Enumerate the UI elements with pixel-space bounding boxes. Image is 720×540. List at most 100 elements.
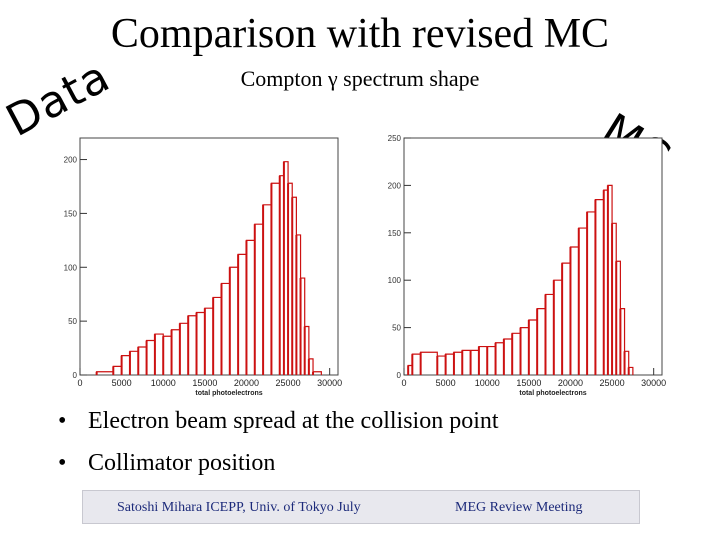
x-tick-label: 20000 [558,378,583,388]
histogram-bin [619,308,622,375]
bullet-icon: • [58,449,67,476]
histogram-bin [278,175,281,375]
histogram-bin [287,183,290,375]
bullet-list: • Electron beam spread at the collision … [58,400,499,484]
histogram-bin [536,308,539,375]
histogram-bin [623,351,626,375]
y-tick-label: 250 [388,134,402,143]
mc-histogram: 0 50 100 150 200 250 0 5000 10000 15000 20000 25000… [388,134,667,397]
histogram-bin [452,352,455,375]
histogram-bin [212,297,215,375]
x-tick-label: 5000 [436,378,456,388]
x-tick-label: 15000 [192,378,217,388]
histogram-bin [228,267,231,375]
y-tick-label: 50 [392,324,401,333]
histogram-bin [606,185,609,375]
histogram-bin [419,352,422,375]
slide-subtitle: Compton γ spectrum shape [240,66,480,91]
histogram-bin [486,346,489,375]
histogram-bin [461,350,464,375]
histogram-bin [237,254,240,375]
y-tick-label: 0 [73,371,78,380]
histogram-bin [602,190,605,375]
x-tick-label: 5000 [112,378,132,388]
footer: Satoshi Mihara ICEPP, Univ. of Tokyo Jul… [82,490,640,524]
y-tick-label: 150 [388,229,402,238]
histogram-bin [299,278,302,375]
histogram-bin [162,336,165,375]
histogram-bin [611,223,614,375]
bullet-icon: • [58,407,67,434]
histogram-bin [477,346,480,375]
histogram-bin [270,183,273,375]
x-tick-label: 30000 [317,378,342,388]
y-tick-label: 100 [64,263,78,272]
histogram-bin [627,367,630,375]
histogram-bin [469,350,472,375]
histogram-bin [444,354,447,375]
histogram-bin [527,320,530,375]
x-tick-label: 20000 [234,378,259,388]
bullet-text: Collimator position [88,449,276,476]
y-tick-label: 0 [397,371,402,380]
histogram-bin [586,211,589,375]
histogram-bin [436,356,439,375]
x-tick-label: 25000 [600,378,625,388]
footer-meeting: MEG Review Meeting [455,500,583,515]
histogram-bin [253,224,256,375]
histogram-bin [577,228,580,375]
histogram-bin [544,294,547,375]
x-tick-label: 10000 [151,378,176,388]
x-tick-label: 30000 [641,378,666,388]
plot-frame [403,137,663,376]
x-tick-label: 0 [77,378,82,388]
histogram-bin [187,315,190,375]
histogram-bin [145,340,148,375]
x-tick-label: 25000 [276,378,301,388]
histogram-bin [291,197,294,375]
histogram-bin [312,371,315,375]
x-axis-label: total photoelectrons [195,390,262,397]
histogram-bin [569,247,572,375]
x-axis-label: total photoelectrons [519,390,586,397]
x-tick-label: 15000 [516,378,541,388]
y-tick-label: 50 [68,317,77,326]
y-tick-label: 150 [64,209,78,218]
histogram-bin [552,280,555,375]
histogram-bin [203,308,206,375]
x-tick-label: 10000 [475,378,500,388]
histogram-bin [594,199,597,375]
histogram-bin [502,338,505,375]
histogram-bin [561,263,564,375]
histogram-outline [407,184,634,375]
histogram-bin [511,333,514,375]
histogram-bin [307,358,310,375]
histogram-bin [519,327,522,375]
y-tick-label: 100 [388,276,402,285]
histogram-bin [128,351,131,375]
histogram-bin [137,346,140,375]
y-tick-label: 200 [388,181,402,190]
plot-frame [79,137,339,376]
histogram-bin [245,240,248,375]
histogram-bin [220,283,223,375]
bullet-item: • Electron beam spread at the collision … [58,400,499,442]
histogram-bin [262,204,265,375]
histogram-bin [153,334,156,375]
histogram-outline [96,161,322,375]
x-tick-label: 0 [401,378,406,388]
slide-title: Comparison with revised MC [110,11,610,57]
histogram-bin [282,161,285,375]
data-histogram: 0 50 100 150 200 0 5000 10000 15000 20000 25000 300… [64,137,342,397]
histogram-bin [195,312,198,375]
bullet-text: Electron beam spread at the collision po… [88,407,499,434]
histogram-bin [170,329,173,375]
histogram-bin [178,323,181,375]
bullet-item: • Collimator position [58,442,499,484]
histogram-bin [494,342,497,375]
histogram-bin [295,234,298,375]
footer-author: Satoshi Mihara ICEPP, Univ. of Tokyo Jul… [117,500,361,515]
histogram-bin [615,261,618,375]
histogram-bin [303,326,306,375]
y-tick-label: 200 [64,156,78,165]
